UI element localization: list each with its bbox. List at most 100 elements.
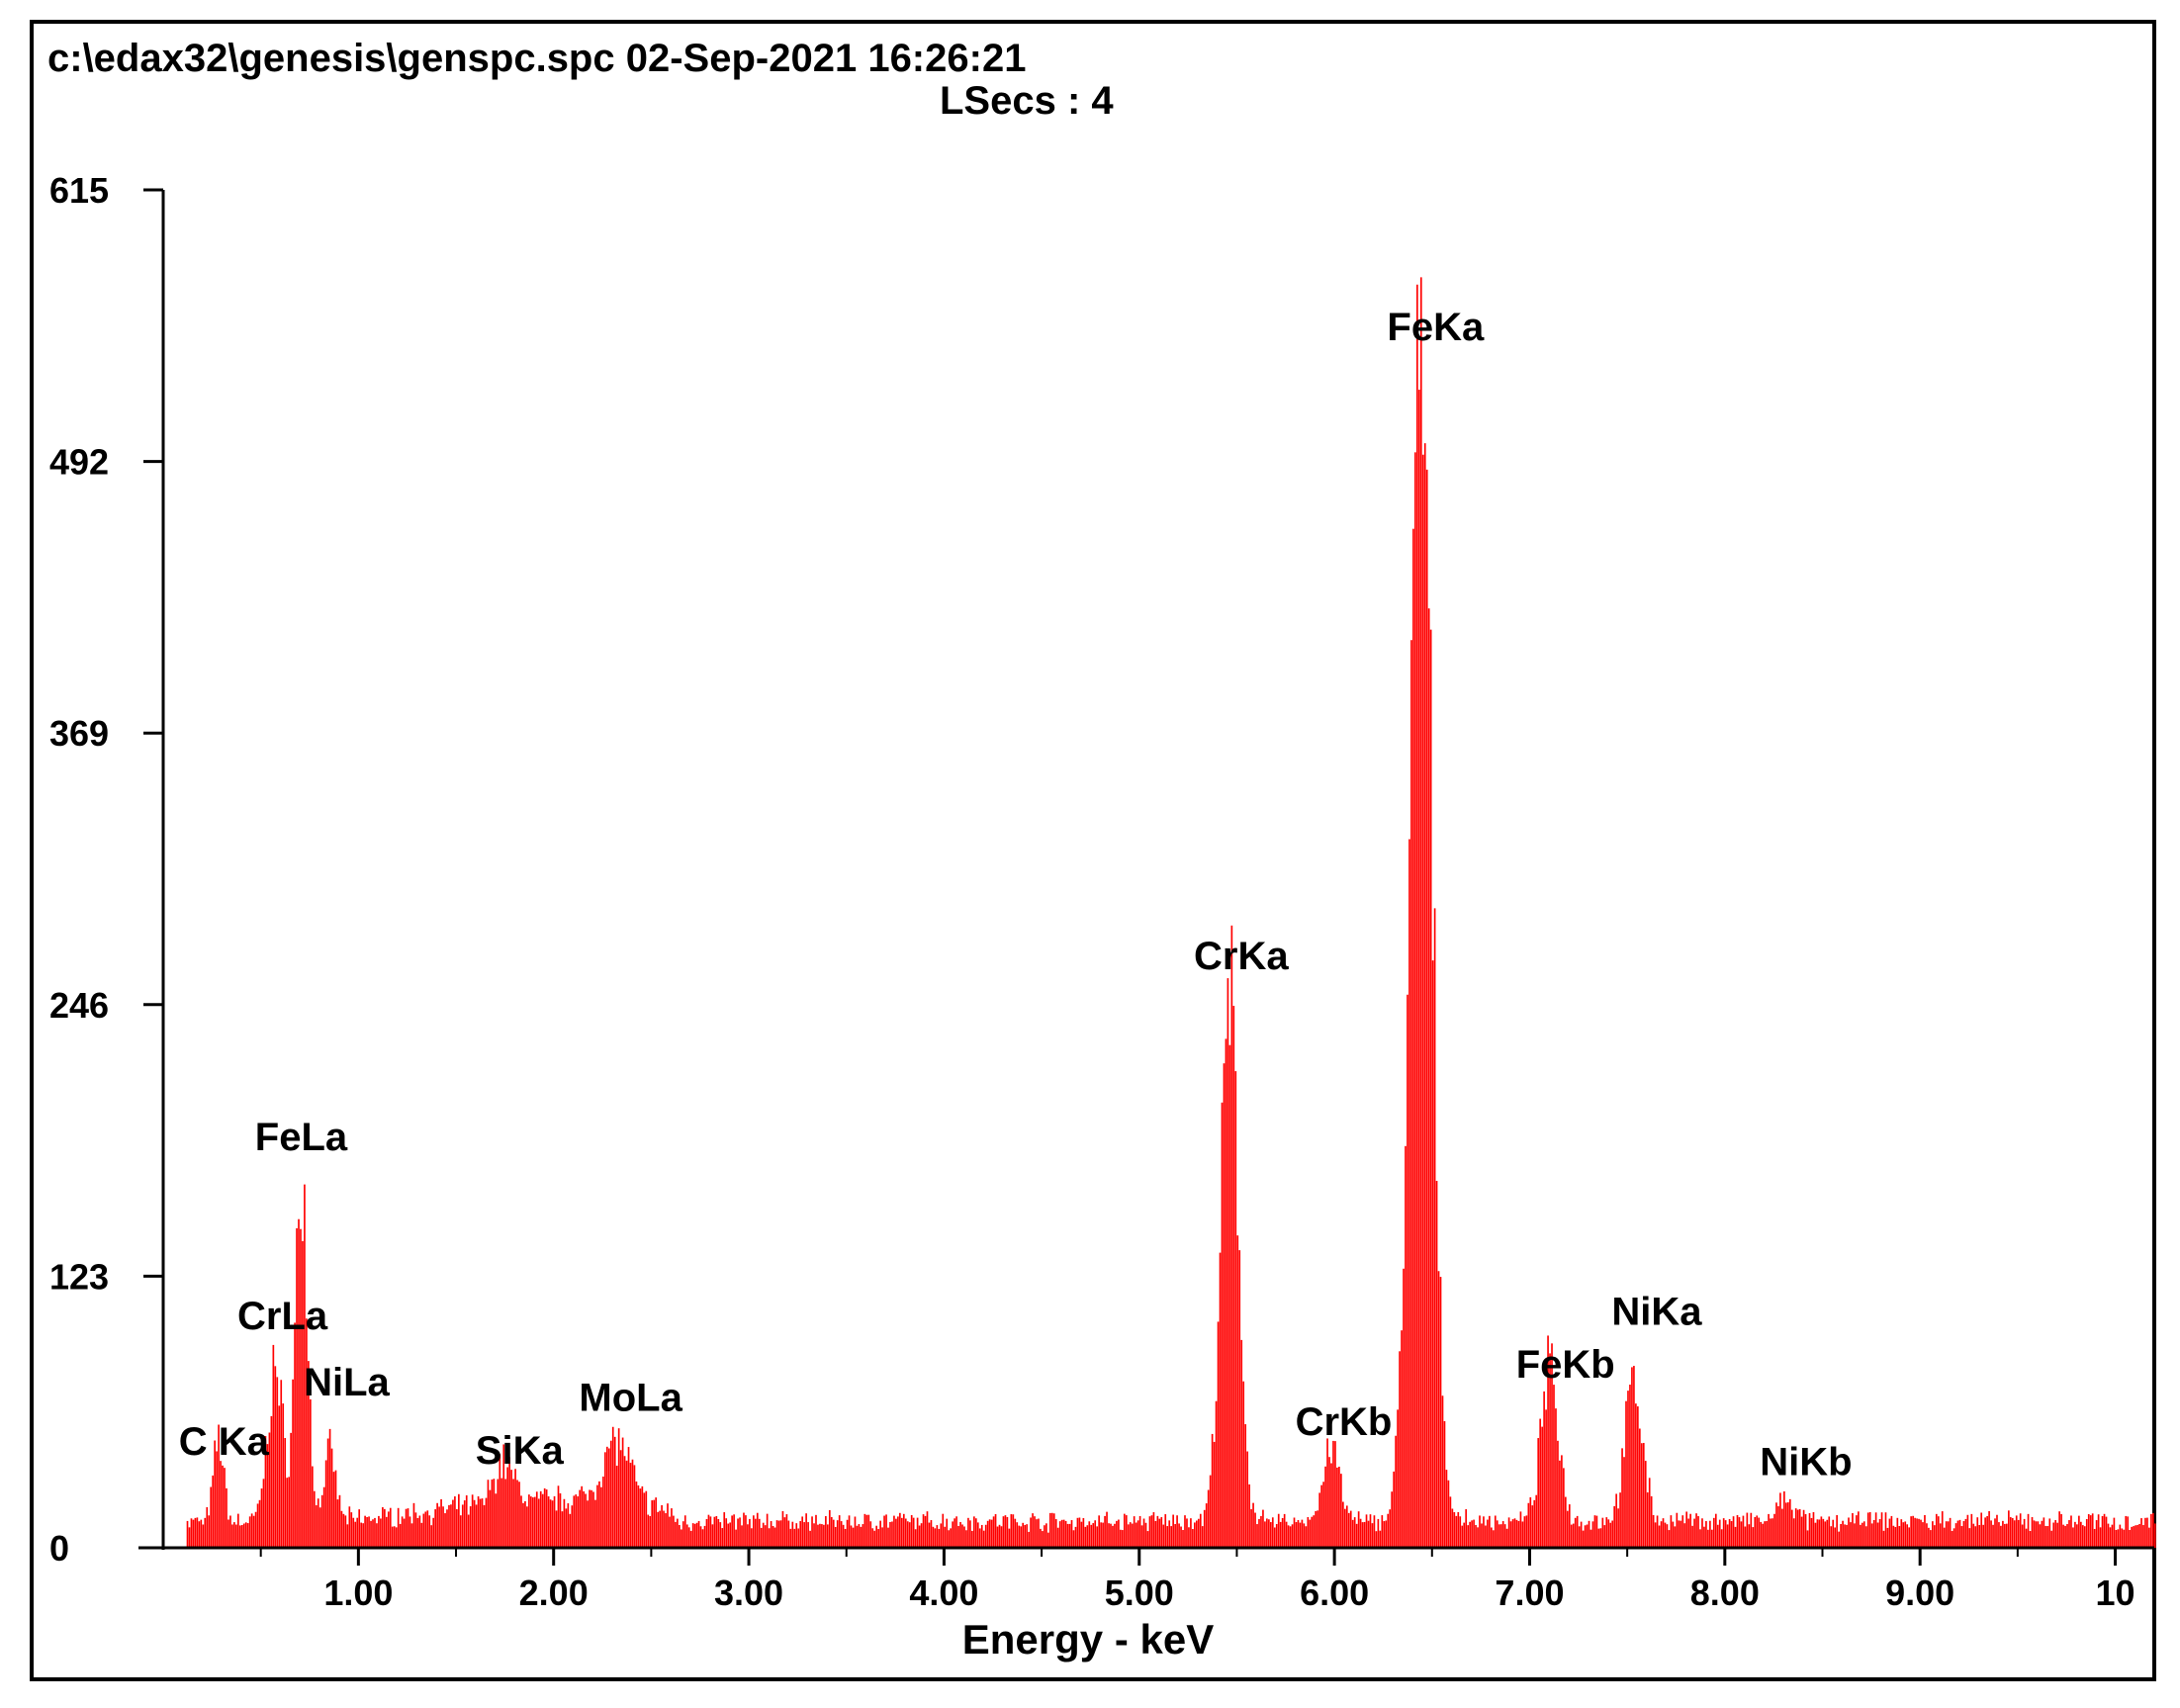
spectrum-channel-bar <box>1517 1520 1520 1548</box>
spectrum-channel-bar <box>950 1528 952 1548</box>
spectrum-channel-bar <box>1709 1520 1711 1548</box>
spectrum-channel-bar <box>495 1493 498 1548</box>
spectrum-channel-bar <box>1906 1524 1909 1548</box>
spectrum-channel-bar <box>1223 1063 1226 1548</box>
spectrum-channel-bar <box>344 1515 347 1548</box>
spectrum-channel-bar <box>1330 1463 1332 1548</box>
spectrum-channel-bar <box>976 1522 979 1548</box>
spectrum-channel-bar <box>1104 1515 1106 1548</box>
spectrum-channel-bar <box>1730 1521 1733 1548</box>
spectrum-channel-bar <box>318 1507 321 1548</box>
spectrum-channel-bar <box>336 1499 339 1548</box>
spectrum-channel-bar <box>2064 1525 2066 1548</box>
spectrum-channel-bar <box>719 1522 722 1548</box>
spectrum-channel-bar <box>1326 1438 1328 1548</box>
spectrum-channel-bar <box>1568 1504 1571 1548</box>
spectrum-channel-bar <box>1762 1523 1764 1548</box>
spectrum-channel-bar <box>773 1527 776 1548</box>
spectrum-channel-bar <box>897 1516 899 1548</box>
spectrum-channel-bar <box>1473 1519 1475 1548</box>
spectrum-channel-bar <box>1355 1523 1358 1548</box>
spectrum-channel-bar <box>250 1513 253 1548</box>
spectrum-channel-bar <box>1401 1330 1403 1548</box>
spectrum-channel-bar <box>2150 1513 2152 1548</box>
spectrum-channel-bar <box>1960 1526 1963 1548</box>
spectrum-channel-bar <box>739 1517 741 1548</box>
spectrum-channel-bar <box>930 1520 933 1548</box>
spectrum-channel-bar <box>452 1499 454 1548</box>
spectrum-channel-bar <box>2060 1513 2062 1548</box>
spectrum-channel-bar <box>1635 1403 1637 1548</box>
spectrum-channel-bar <box>242 1523 245 1548</box>
spectrum-channel-bar <box>1505 1528 1508 1548</box>
spectrum-channel-bar <box>589 1489 590 1548</box>
spectrum-channel-bar <box>340 1510 343 1548</box>
x-axis-label: Energy - keV <box>962 1616 1214 1663</box>
spectrum-channel-bar <box>1736 1515 1739 1548</box>
spectrum-channel-bar <box>1593 1515 1596 1548</box>
spectrum-channel-bar <box>1732 1516 1735 1548</box>
spectrum-channel-bar <box>1656 1515 1659 1548</box>
spectrum-channel-bar <box>512 1479 514 1548</box>
spectrum-channel-bar <box>2135 1525 2136 1548</box>
spectrum-channel-bar <box>2002 1520 2004 1548</box>
spectrum-channel-bar <box>1611 1520 1614 1548</box>
spectrum-channel-bar <box>438 1506 440 1548</box>
peak-label-cka: C Ka <box>179 1420 270 1464</box>
spectrum-channel-bar <box>1794 1508 1797 1548</box>
spectrum-channel-bar <box>1361 1522 1364 1548</box>
spectrum-channel-bar <box>1129 1522 1132 1548</box>
spectrum-channel-bar <box>2133 1526 2135 1548</box>
spectrum-channel-bar <box>1555 1408 1557 1548</box>
spectrum-channel-bar <box>1016 1522 1019 1548</box>
spectrum-channel-bar <box>2043 1517 2045 1548</box>
spectrum-channel-bar <box>1250 1508 1252 1548</box>
spectrum-channel-bar <box>1158 1518 1161 1548</box>
spectrum-channel-bar <box>2062 1524 2064 1548</box>
spectrum-channel-bar <box>1533 1499 1536 1548</box>
spectrum-channel-bar <box>1028 1531 1030 1548</box>
spectrum-channel-bar <box>604 1452 606 1548</box>
spectrum-channel-bar <box>703 1525 706 1548</box>
spectrum-channel-bar <box>2013 1520 2016 1548</box>
spectrum-channel-bar <box>1964 1518 1967 1548</box>
spectrum-channel-bar <box>1872 1520 1875 1548</box>
spectrum-channel-bar <box>1289 1526 1292 1548</box>
spectrum-channel-bar <box>834 1526 837 1548</box>
spectrum-channel-bar <box>1467 1525 1469 1548</box>
spectrum-channel-bar <box>856 1525 859 1548</box>
spectrum-channel-bar <box>1798 1508 1801 1548</box>
spectrum-channel-bar <box>1722 1518 1725 1548</box>
spectrum-channel-bar <box>227 1519 229 1548</box>
spectrum-channel-bar <box>1539 1418 1542 1548</box>
spectrum-channel-bar <box>1371 1523 1374 1548</box>
spectrum-channel-bar <box>1660 1521 1663 1548</box>
spectrum-channel-bar <box>1275 1524 1278 1548</box>
spectrum-channel-bar <box>1357 1511 1360 1548</box>
spectrum-channel-bar <box>1941 1511 1944 1548</box>
spectrum-channel-bar <box>1826 1519 1829 1548</box>
spectrum-channel-bar <box>226 1487 227 1548</box>
spectrum-channel-bar <box>1822 1518 1825 1548</box>
spectrum-channel-bar <box>2015 1515 2018 1548</box>
spectrum-channel-bar <box>2146 1517 2148 1548</box>
y-tick-label: 123 <box>49 1256 109 1297</box>
spectrum-channel-bar <box>641 1485 644 1548</box>
spectrum-channel-bar <box>675 1521 677 1548</box>
spectrum-channel-bar <box>370 1520 372 1548</box>
spectrum-channel-bar <box>862 1524 864 1548</box>
spectrum-channel-bar <box>2142 1525 2144 1548</box>
spectrum-channel-bar <box>1408 839 1410 1548</box>
spectrum-channel-bar <box>274 1366 277 1548</box>
spectrum-channel-bar <box>412 1502 415 1548</box>
spectrum-channel-bar <box>254 1511 257 1548</box>
spectrum-channel-bar <box>1399 1351 1401 1548</box>
spectrum-channel-bar <box>530 1496 532 1548</box>
spectrum-channel-bar <box>403 1518 406 1548</box>
spectrum-channel-bar <box>409 1516 411 1548</box>
spectrum-channel-bar <box>493 1479 496 1548</box>
spectrum-channel-bar <box>637 1484 640 1548</box>
spectrum-channel-bar <box>1716 1524 1719 1548</box>
spectrum-channel-bar <box>850 1525 853 1548</box>
spectrum-channel-bar <box>1225 1038 1227 1548</box>
